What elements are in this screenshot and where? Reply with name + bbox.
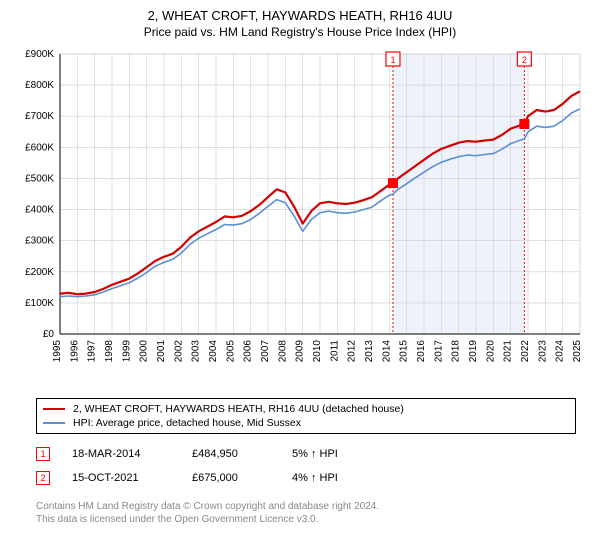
svg-text:2018: 2018: [451, 340, 462, 363]
svg-text:2009: 2009: [295, 340, 306, 363]
svg-text:1999: 1999: [121, 340, 132, 363]
legend-label: 2, WHEAT CROFT, HAYWARDS HEATH, RH16 4UU…: [73, 402, 404, 416]
legend-swatch: [43, 422, 65, 424]
svg-text:2020: 2020: [485, 340, 496, 363]
svg-text:2012: 2012: [347, 340, 358, 363]
sale-marker-icon: 2: [36, 471, 50, 485]
svg-text:£300K: £300K: [25, 236, 54, 247]
svg-text:1995: 1995: [52, 340, 63, 363]
sales-table: 1 18-MAR-2014£484,9505% ↑ HPI 2 15-OCT-2021…: [36, 442, 576, 490]
svg-text:2001: 2001: [156, 340, 167, 363]
svg-text:2011: 2011: [329, 340, 340, 362]
sale-marker-icon: 1: [36, 447, 50, 461]
svg-text:2000: 2000: [139, 340, 150, 363]
legend-item: HPI: Average price, detached house, Mid …: [43, 416, 569, 430]
svg-text:£900K: £900K: [25, 49, 54, 60]
svg-text:2010: 2010: [312, 340, 323, 363]
chart-subtitle: Price paid vs. HM Land Registry's House …: [0, 25, 600, 39]
svg-text:£700K: £700K: [25, 111, 54, 122]
svg-text:2016: 2016: [416, 340, 427, 363]
title-block: 2, WHEAT CROFT, HAYWARDS HEATH, RH16 4UU…: [0, 0, 600, 39]
svg-text:2019: 2019: [468, 340, 479, 363]
svg-text:£500K: £500K: [25, 173, 54, 184]
footer-attribution: Contains HM Land Registry data © Crown c…: [36, 500, 576, 526]
svg-text:£100K: £100K: [25, 298, 54, 309]
svg-text:2007: 2007: [260, 340, 271, 363]
chart-title: 2, WHEAT CROFT, HAYWARDS HEATH, RH16 4UU: [0, 8, 600, 23]
legend-swatch: [43, 408, 65, 410]
svg-text:2024: 2024: [555, 340, 566, 363]
svg-text:£400K: £400K: [25, 205, 54, 216]
svg-text:£600K: £600K: [25, 142, 54, 153]
svg-text:2015: 2015: [399, 340, 410, 363]
sale-date: 15-OCT-2021: [72, 472, 192, 484]
line-chart-svg: £0 £100K £200K £300K £400K £500K £600K £700K £80…: [14, 48, 586, 368]
sale-pct: 5% ↑ HPI: [292, 448, 392, 460]
sale-price: £484,950: [192, 448, 292, 460]
svg-text:2002: 2002: [173, 340, 184, 363]
svg-text:1997: 1997: [87, 340, 98, 363]
svg-text:2021: 2021: [503, 340, 514, 363]
legend-item: 2, WHEAT CROFT, HAYWARDS HEATH, RH16 4UU…: [43, 402, 569, 416]
footer-line2: This data is licensed under the Open Gov…: [36, 513, 576, 526]
svg-text:1: 1: [390, 55, 395, 65]
svg-text:2025: 2025: [572, 340, 583, 363]
sale-price: £675,000: [192, 472, 292, 484]
svg-text:2023: 2023: [537, 340, 548, 363]
sale-date: 18-MAR-2014: [72, 448, 192, 460]
chart-container: 2, WHEAT CROFT, HAYWARDS HEATH, RH16 4UU…: [0, 0, 600, 560]
legend-box: 2, WHEAT CROFT, HAYWARDS HEATH, RH16 4UU…: [36, 398, 576, 434]
svg-text:2017: 2017: [433, 340, 444, 363]
sale-row: 2 15-OCT-2021£675,0004% ↑ HPI: [36, 466, 576, 490]
svg-text:2004: 2004: [208, 340, 219, 363]
svg-text:2: 2: [522, 55, 527, 65]
svg-text:2014: 2014: [381, 340, 392, 363]
svg-text:2008: 2008: [277, 340, 288, 363]
svg-text:£0: £0: [43, 329, 55, 340]
svg-text:2006: 2006: [243, 340, 254, 363]
legend-label: HPI: Average price, detached house, Mid …: [73, 416, 301, 430]
footer-line1: Contains HM Land Registry data © Crown c…: [36, 500, 576, 513]
svg-text:1998: 1998: [104, 340, 115, 363]
svg-text:£200K: £200K: [25, 267, 54, 278]
svg-text:1996: 1996: [69, 340, 80, 363]
svg-text:£800K: £800K: [25, 80, 54, 91]
svg-text:2013: 2013: [364, 340, 375, 363]
svg-text:2003: 2003: [191, 340, 202, 363]
sale-row: 1 18-MAR-2014£484,9505% ↑ HPI: [36, 442, 576, 466]
svg-text:2005: 2005: [225, 340, 236, 363]
svg-text:2022: 2022: [520, 340, 531, 363]
sale-pct: 4% ↑ HPI: [292, 472, 392, 484]
chart-area: £0 £100K £200K £300K £400K £500K £600K £700K £80…: [14, 48, 586, 368]
